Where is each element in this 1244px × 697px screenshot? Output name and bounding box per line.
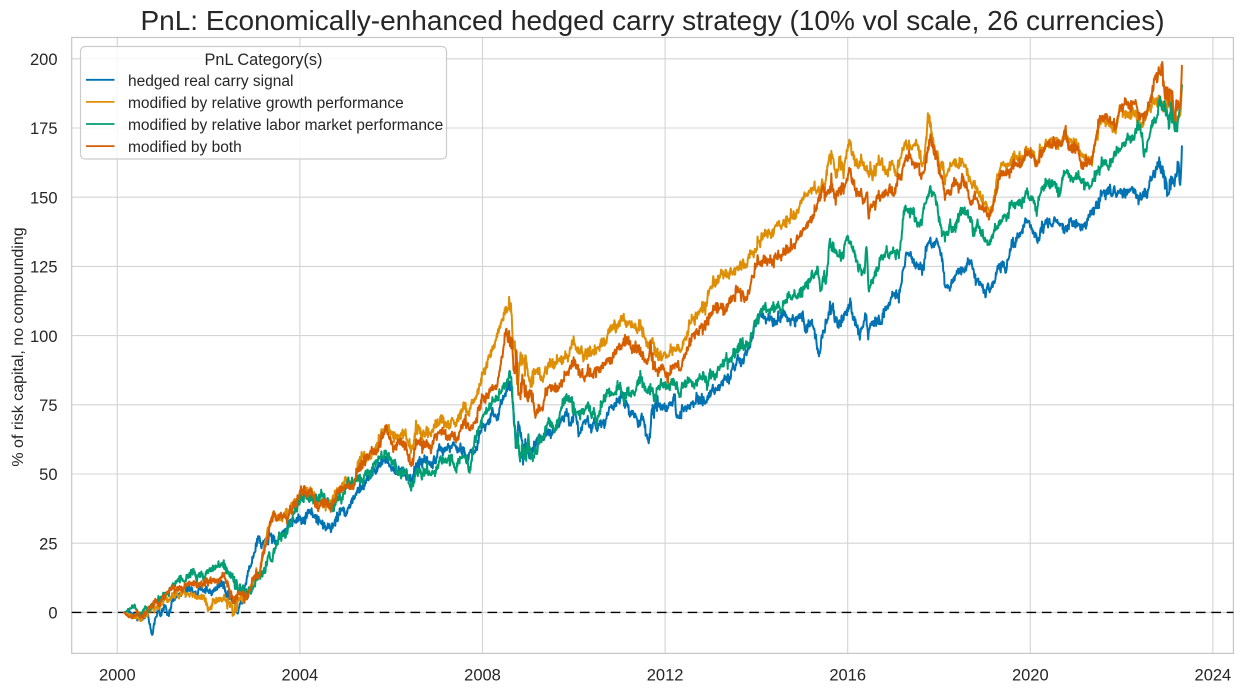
svg-text:150: 150 [30,189,58,207]
svg-text:75: 75 [39,397,57,415]
svg-text:0: 0 [48,605,57,623]
svg-text:2000: 2000 [99,667,136,685]
svg-text:200: 200 [30,51,58,69]
svg-text:hedged real carry signal: hedged real carry signal [128,73,293,90]
svg-text:2004: 2004 [282,667,319,685]
svg-text:modified by both: modified by both [128,139,242,156]
svg-text:2020: 2020 [1012,667,1049,685]
svg-text:PnL: Economically-enhanced hed: PnL: Economically-enhanced hedged carry … [140,5,1164,36]
svg-text:2016: 2016 [829,667,866,685]
svg-text:modified by relative labor mar: modified by relative labor market perfor… [128,117,443,134]
svg-text:modified by relative growth pe: modified by relative growth performance [128,95,404,112]
svg-text:175: 175 [30,120,58,138]
svg-text:2012: 2012 [647,667,684,685]
svg-text:PnL Category(s): PnL Category(s) [205,51,323,69]
svg-text:125: 125 [30,259,58,277]
svg-text:25: 25 [39,535,57,553]
svg-text:2008: 2008 [464,667,501,685]
svg-text:100: 100 [30,328,58,346]
svg-text:50: 50 [39,466,57,484]
svg-text:2024: 2024 [1195,667,1232,685]
svg-text:% of risk capital, no compound: % of risk capital, no compounding [10,227,27,466]
